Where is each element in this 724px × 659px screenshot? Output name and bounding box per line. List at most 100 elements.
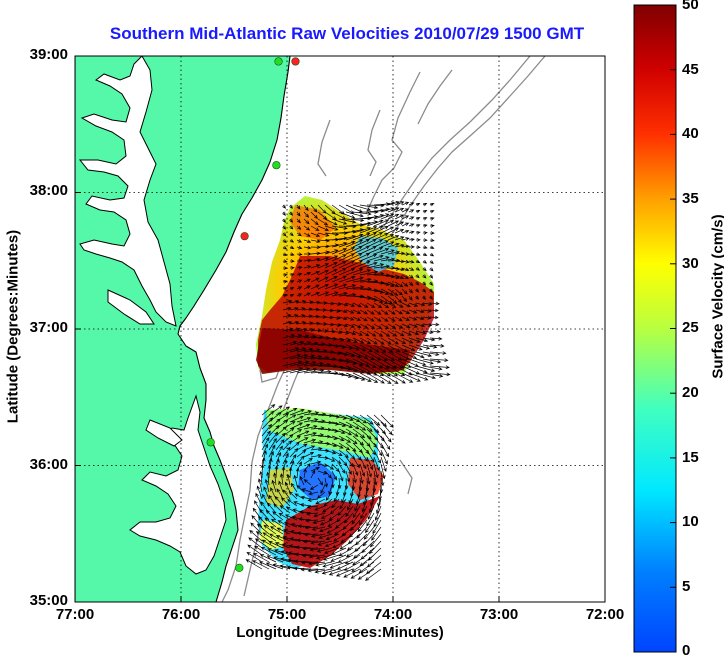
current-vector-arrow [289,266,295,270]
current-vector-arrow [352,260,371,269]
current-vector-arrow [322,561,340,568]
current-vector-arrow [296,361,317,367]
current-vector-arrow [282,367,304,374]
current-vector-arrow [303,539,319,544]
current-vector-arrow [289,415,304,423]
current-vector-arrow [296,307,306,311]
current-vector-arrow [296,245,303,250]
current-vector-arrow [328,568,347,576]
current-vector-arrow [408,323,418,328]
current-vector-arrow [380,421,393,436]
current-vector-arrow [338,442,351,451]
current-vector-arrow [310,204,318,213]
current-vector-arrow [260,463,265,479]
current-vector-arrow [401,222,410,227]
current-vector-arrow [429,231,435,235]
current-vector-arrow [310,270,320,276]
current-vector-arrow [264,478,270,493]
lat-tick-label: 35:00 [29,592,68,609]
current-vector-arrow [331,323,342,327]
lon-tick-label: 74:00 [373,606,413,623]
current-vector-arrow [345,435,358,445]
current-vector-arrow [380,241,395,248]
current-vector-arrow [380,257,396,262]
current-vector-arrow [394,330,405,337]
current-vector-arrow [429,274,434,279]
current-vector-arrow [422,323,433,327]
current-vector-arrow [394,316,403,322]
current-vector-arrow [366,344,380,353]
current-vector-arrow [310,307,320,312]
current-vector-arrow [289,435,301,444]
current-vector-arrow [415,358,434,365]
current-vector-arrow [289,320,300,325]
current-vector-arrow [394,323,404,329]
colorbar-label: Surface Velocity (cm/s) [709,214,724,379]
current-vector-arrow [373,309,382,315]
current-vector-arrow [254,538,270,549]
current-vector-arrow [261,450,267,465]
current-vector-arrow [373,232,389,241]
current-vector-arrow [294,552,312,557]
current-vector-arrow [401,244,410,249]
current-vector-arrow [256,485,263,500]
current-vector-arrow [274,549,291,556]
current-vector-arrow [352,421,367,431]
current-vector-arrow [323,554,340,561]
current-vector-arrow [289,408,305,416]
current-vector-arrow [422,216,428,221]
colorbar [633,4,677,653]
current-vector-arrow [408,223,415,227]
current-vector-arrow [429,295,433,300]
current-vector-arrow [317,477,324,486]
current-vector-arrow [352,428,366,439]
current-vector-arrow [289,454,297,465]
current-vector-arrow [278,480,284,493]
current-vector-arrow [265,509,277,521]
current-vector-arrow [429,281,433,286]
colorbar-tick-label: 45 [682,61,699,78]
current-vector-arrow [324,276,338,283]
current-vector-arrow [380,456,387,472]
current-vector-arrow [296,455,305,465]
current-vector-arrow [415,316,425,321]
current-vector-arrow [289,252,295,257]
current-vector-arrow [317,256,330,262]
current-vector-arrow [338,470,344,482]
current-vector-arrow [288,466,293,479]
current-vector-arrow [366,271,385,276]
current-vector-arrow [317,269,329,276]
current-vector-arrow [331,435,345,442]
current-vector-arrow [303,468,307,479]
current-vector-arrow [282,434,294,444]
current-vector-arrow [387,358,405,369]
current-vector-arrow [338,449,349,458]
current-vector-arrow [331,449,343,456]
current-vector-arrow [324,322,335,327]
current-vector-arrow [366,239,383,248]
current-vector-arrow [359,261,378,269]
current-vector-arrow [380,281,395,287]
current-vector-arrow [350,568,368,579]
current-vector-arrow [380,428,392,443]
current-vector-arrow [282,293,288,298]
current-vector-arrow [310,362,331,367]
current-vector-arrow [331,283,348,290]
current-vector-arrow [331,247,348,255]
current-vector-arrow [333,491,340,503]
current-vector-arrow [282,259,288,264]
current-vector-arrow [275,432,286,444]
current-vector-arrow [324,225,339,231]
current-vector-arrow [289,245,295,250]
current-vector-arrow [387,295,398,305]
current-vector-arrow [268,411,282,423]
current-vector-arrow [380,442,389,458]
current-vector-arrow [296,293,303,297]
current-vector-arrow [338,463,346,474]
current-vector-arrow [429,351,447,355]
current-vector-arrow [341,491,347,504]
current-vector-arrow [252,560,270,570]
current-vector-arrow [310,232,321,237]
current-vector-arrow [358,512,368,526]
